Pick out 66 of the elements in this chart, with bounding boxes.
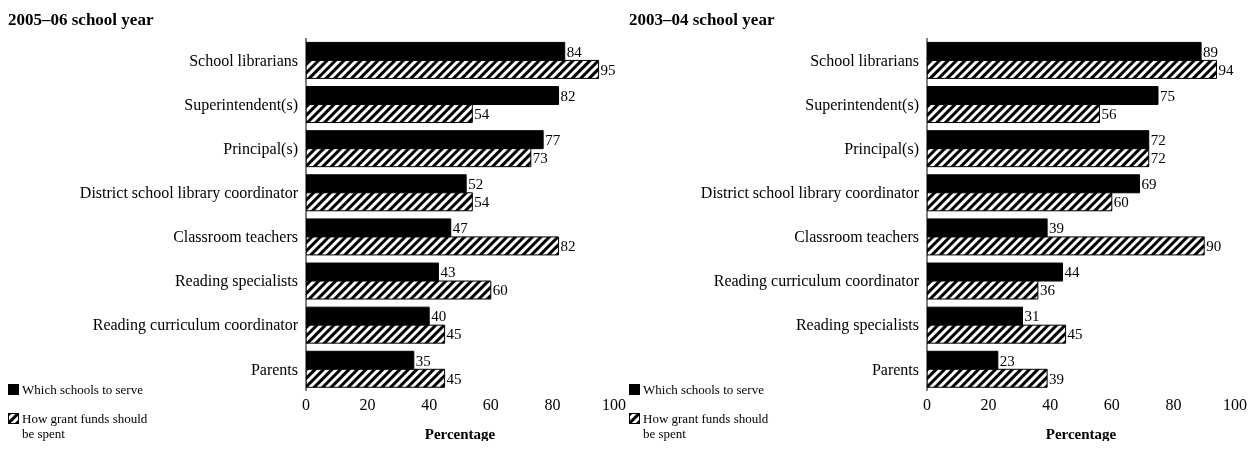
x-tick-label: 100	[602, 396, 626, 414]
y-tick-label: Superintendent(s)	[805, 95, 919, 114]
data-label: 84	[566, 43, 583, 60]
data-label: 31	[1024, 308, 1040, 325]
data-label: 77	[545, 131, 561, 148]
data-label: 72	[1150, 131, 1166, 148]
x-tick-label: 60	[1103, 396, 1120, 414]
x-tick-label: 80	[1165, 396, 1182, 414]
data-label: 82	[560, 87, 576, 104]
y-tick-label: District school library coordinator	[79, 184, 299, 203]
legend-label: How grant funds should be spent	[22, 411, 148, 441]
data-label: 35	[415, 352, 431, 369]
data-label: 52	[468, 176, 484, 193]
data-label: 94	[1218, 61, 1235, 78]
data-label: 72	[1150, 149, 1166, 166]
data-label: 54	[474, 194, 490, 211]
data-label: 45	[1067, 326, 1083, 343]
data-label: 82	[560, 238, 576, 255]
data-label: 47	[452, 220, 469, 237]
x-tick-label: 0	[302, 396, 310, 414]
x-tick-label: 60	[482, 396, 499, 414]
y-tick-label: Parents	[871, 360, 919, 378]
y-tick-label: Principal(s)	[844, 139, 919, 158]
data-label: 39	[1049, 220, 1065, 237]
y-tick-label: District school library coordinator	[700, 184, 920, 203]
y-tick-label: Parents	[250, 360, 298, 378]
data-label: 89	[1203, 43, 1219, 60]
x-tick-label: 80	[544, 396, 561, 414]
data-label: 45	[446, 326, 462, 343]
data-label: 45	[446, 370, 462, 387]
y-tick-label: School librarians	[810, 51, 919, 69]
x-tick-label: 0	[923, 396, 931, 414]
data-label: 44	[1064, 264, 1081, 281]
y-tick-label: Reading specialists	[795, 316, 919, 335]
y-tick-label: Reading curriculum coordinator	[713, 272, 920, 291]
data-label: 23	[999, 352, 1015, 369]
data-label: 73	[532, 149, 548, 166]
y-tick-label: Principal(s)	[223, 139, 298, 158]
data-label: 60	[492, 282, 508, 299]
data-label: 43	[440, 264, 456, 281]
y-tick-label: Superintendent(s)	[184, 95, 298, 114]
data-label: 75	[1160, 87, 1175, 104]
y-tick-label: School librarians	[189, 51, 298, 69]
data-label: 54	[474, 105, 490, 122]
x-tick-label: 20	[359, 396, 376, 414]
text: 2003–04 school year	[629, 9, 776, 31]
legend-label: How grant funds should be spent	[643, 411, 769, 441]
legend-label: Which schools to serve	[22, 382, 143, 397]
x-tick-label: 20	[980, 396, 997, 414]
data-label: 69	[1141, 176, 1157, 193]
data-label: 39	[1049, 370, 1065, 387]
y-tick-label: Reading specialists	[174, 272, 298, 291]
data-label: 56	[1101, 105, 1117, 122]
data-label: 40	[431, 308, 447, 325]
text: 2005–06 school year	[8, 9, 155, 31]
y-tick-label: Classroom teachers	[794, 228, 919, 246]
legend-label: Which schools to serve	[643, 382, 764, 397]
x-tick-label: 40	[421, 396, 438, 414]
data-label: 90	[1206, 238, 1222, 255]
data-label: 36	[1039, 282, 1056, 299]
x-tick-label: 100	[1223, 396, 1247, 414]
data-label: 95	[600, 61, 616, 78]
data-label: 60	[1113, 194, 1129, 211]
x-tick-label: 40	[1042, 396, 1059, 414]
y-tick-label: Classroom teachers	[173, 228, 298, 246]
y-tick-label: Reading curriculum coordinator	[92, 316, 299, 335]
